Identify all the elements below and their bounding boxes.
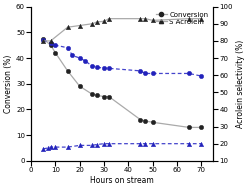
Legend: Conversion, S Acrolein: Conversion, S Acrolein [155, 10, 210, 26]
Y-axis label: Conversion (%): Conversion (%) [4, 55, 13, 113]
X-axis label: Hours on stream: Hours on stream [90, 176, 154, 185]
Y-axis label: Acrolein selectivity (%): Acrolein selectivity (%) [236, 40, 245, 128]
